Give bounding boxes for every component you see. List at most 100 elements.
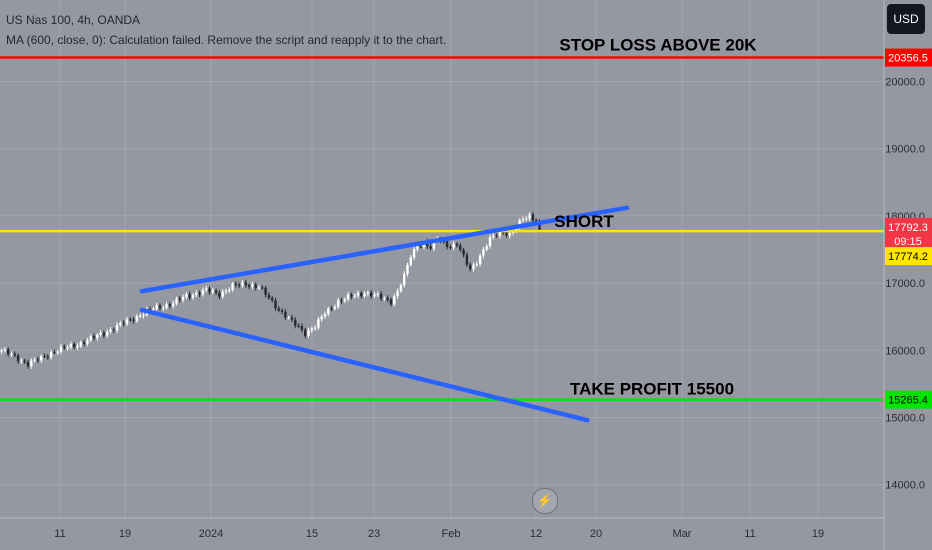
candle [251,284,254,287]
candle [122,322,125,324]
candle [82,342,86,344]
candle [432,240,436,249]
candle [92,336,96,339]
candle [267,294,271,298]
candle [528,214,531,219]
candle [409,257,412,265]
indicator-legend[interactable]: MA (600, close, 0): Calculation failed. … [6,33,447,47]
x-tick-label: 20 [590,528,602,540]
candle [280,310,284,312]
candle [366,292,370,294]
y-tick-label: 17000.0 [885,278,925,290]
short-price-label: 17774.2 [888,251,928,263]
candle [185,294,188,298]
last-price-label: 17792.3 [888,222,928,234]
candle [277,308,280,311]
candle [172,303,175,307]
candle [521,219,525,221]
level-note: SHORT [554,212,614,231]
candle [449,246,452,248]
candle [244,282,247,286]
candle [40,356,43,361]
candle [495,235,498,237]
level-note: STOP LOSS ABOVE 20K [559,36,757,55]
candle [106,331,109,336]
candle [208,288,211,293]
x-tick-label: 19 [119,528,131,540]
candle [300,326,304,330]
candle [370,292,373,297]
candle [396,290,399,297]
candle [257,287,261,289]
candle [403,273,406,286]
candle [86,340,89,344]
x-tick-label: 15 [306,528,318,540]
flash-icon[interactable]: ⚡ [532,488,558,514]
countdown-label: 09:15 [894,236,922,248]
candle [515,227,518,232]
x-tick-label: 2024 [199,528,223,540]
candle [287,317,290,319]
x-tick-label: Feb [442,528,461,540]
candle [36,359,40,361]
candle [254,284,257,288]
candle [356,292,360,296]
candle [99,332,102,335]
symbol-legend[interactable]: US Nas 100, 4h, OANDA [6,13,141,27]
candle [327,308,330,315]
candle [63,346,66,348]
candle [198,292,201,295]
candle [165,304,168,309]
candle [294,319,297,326]
candle [26,362,30,367]
short-price-label-bg [885,247,932,266]
candle [89,336,92,341]
candle [363,293,366,297]
candle [330,308,333,310]
candle [43,356,46,358]
candle [333,306,337,309]
candle [46,356,49,358]
candle [132,319,135,321]
candle [379,293,383,299]
candle [462,249,465,255]
candle [472,264,475,270]
candle [274,300,277,309]
candle [23,360,26,363]
candle [102,332,106,336]
x-tick-label: 19 [812,528,824,540]
candle [231,283,234,290]
y-tick-label: 19000.0 [885,144,925,156]
candle [373,294,376,297]
last-price-bg [885,217,932,250]
candle [488,236,492,247]
candle [271,297,274,301]
candle [406,264,409,274]
candle [53,352,56,354]
candle [531,214,535,221]
candle [485,246,488,250]
candle [125,319,129,324]
candle [261,287,264,289]
candle [323,314,327,317]
candle [168,304,172,307]
candle [221,291,224,297]
candle [429,246,432,249]
take-profit-price-label-bg [885,390,932,409]
candle [142,314,145,316]
candle [59,346,63,352]
candle [201,289,205,295]
candle [205,288,208,290]
candle [234,283,238,285]
candle [69,344,73,348]
y-tick-label: 20000.0 [885,77,925,89]
candle [10,353,13,355]
candle [346,294,350,300]
candle [290,317,294,320]
currency-button[interactable]: USD [887,4,925,34]
candle [475,264,478,266]
candle [320,316,323,320]
candle [158,305,162,309]
